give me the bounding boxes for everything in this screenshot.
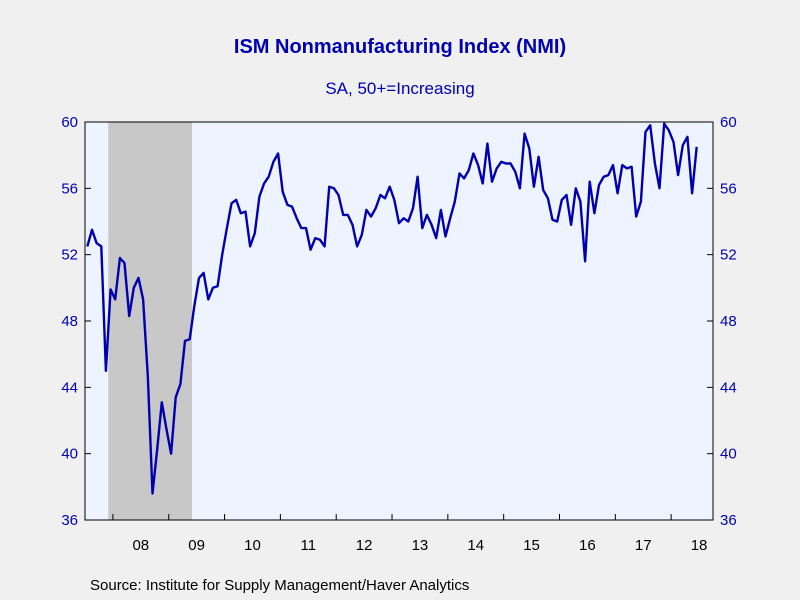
y-tick-label: 60 [61, 114, 78, 131]
y-tick-label: 56 [720, 180, 737, 197]
y-tick-label: 40 [61, 446, 78, 463]
y-tick-label: 52 [61, 247, 78, 264]
x-tick-label: 08 [132, 537, 149, 554]
series-line [86, 122, 698, 495]
source-note: Source: Institute for Supply Management/… [90, 577, 470, 594]
y-tick-label: 36 [720, 512, 737, 529]
x-tick-label: 11 [300, 537, 316, 554]
x-tick-label: 15 [523, 537, 540, 554]
x-tick-label: 14 [467, 537, 484, 554]
y-tick-label: 48 [61, 313, 78, 330]
x-tick-label: 09 [188, 537, 205, 554]
y-tick-label: 52 [720, 247, 737, 264]
y-tick-label: 36 [61, 512, 78, 529]
left-y-axis: 36 40 44 48 52 56 60 [61, 114, 91, 529]
y-tick-label: 56 [61, 180, 78, 197]
chart-title: ISM Nonmanufacturing Index (NMI) [233, 36, 567, 58]
x-tick-label: 18 [691, 537, 708, 554]
x-tick-label: 10 [244, 537, 261, 554]
y-tick-label: 44 [61, 379, 78, 396]
x-tick-label: 17 [635, 537, 652, 554]
x-axis: 08 09 10 11 12 13 14 15 16 17 18 [112, 514, 708, 554]
y-tick-label: 40 [720, 446, 737, 463]
x-tick-label: 12 [356, 537, 373, 554]
chart-subtitle: SA, 50+=Increasing [325, 79, 475, 98]
x-tick-label: 13 [412, 537, 429, 554]
right-y-axis: 36 40 44 48 52 56 60 [707, 114, 737, 529]
y-tick-label: 48 [720, 313, 737, 330]
plot-frame [84, 121, 714, 521]
y-tick-label: 60 [720, 114, 737, 131]
x-tick-label: 16 [579, 537, 596, 554]
y-tick-label: 44 [720, 379, 737, 396]
